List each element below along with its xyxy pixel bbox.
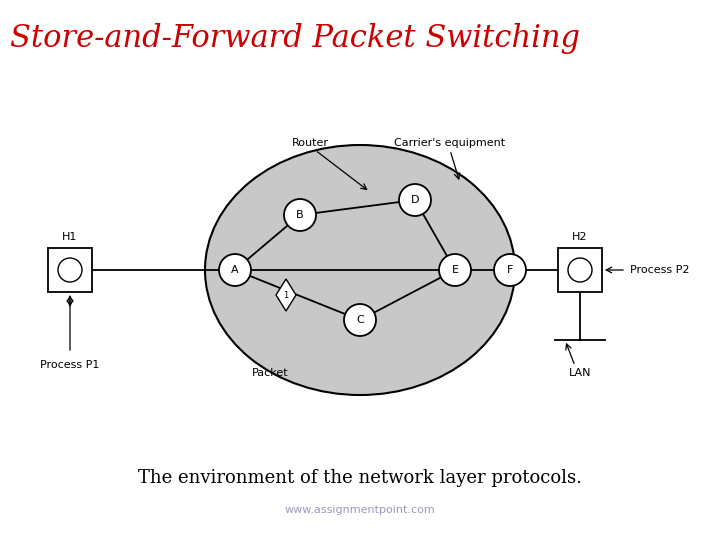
Text: H2: H2 — [572, 232, 588, 242]
Text: C: C — [356, 315, 364, 325]
Text: Router: Router — [292, 138, 328, 148]
Circle shape — [494, 254, 526, 286]
Circle shape — [344, 304, 376, 336]
Text: F: F — [507, 265, 513, 275]
Text: A: A — [231, 265, 239, 275]
FancyBboxPatch shape — [558, 248, 602, 292]
Text: Packet: Packet — [252, 368, 288, 378]
Circle shape — [439, 254, 471, 286]
Text: B: B — [296, 210, 304, 220]
Text: Store-and-Forward Packet Switching: Store-and-Forward Packet Switching — [10, 23, 580, 53]
Circle shape — [399, 184, 431, 216]
Text: Process P1: Process P1 — [40, 360, 99, 370]
Circle shape — [568, 258, 592, 282]
Circle shape — [284, 199, 316, 231]
Polygon shape — [276, 279, 296, 311]
Text: LAN: LAN — [569, 368, 591, 378]
Text: 1: 1 — [284, 291, 289, 300]
Ellipse shape — [205, 145, 515, 395]
Text: D: D — [410, 195, 419, 205]
Text: www.assignmentpoint.com: www.assignmentpoint.com — [284, 505, 436, 515]
Text: The environment of the network layer protocols.: The environment of the network layer pro… — [138, 469, 582, 487]
Text: H1: H1 — [63, 232, 78, 242]
Circle shape — [58, 258, 82, 282]
Text: Process P2: Process P2 — [630, 265, 690, 275]
Text: E: E — [451, 265, 459, 275]
Circle shape — [219, 254, 251, 286]
Text: Carrier's equipment: Carrier's equipment — [395, 138, 505, 148]
FancyBboxPatch shape — [48, 248, 92, 292]
